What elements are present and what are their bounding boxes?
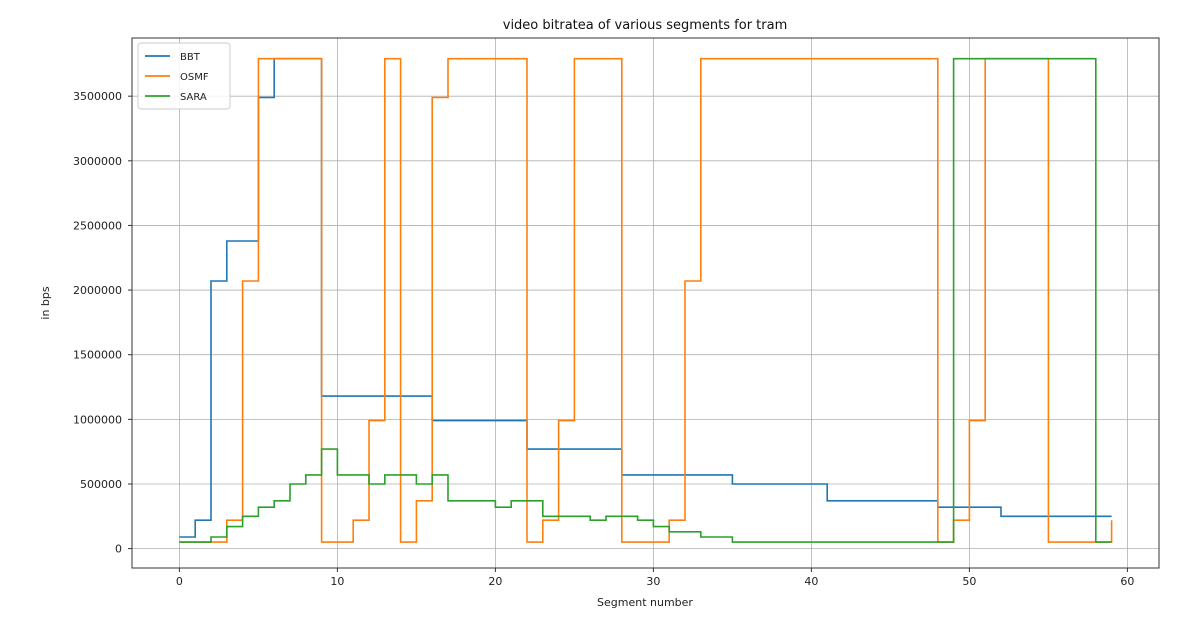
legend-box [137,42,231,110]
ticks: 0 10 20 30 40 50 60 0 500000 1000000 1500000 200000… [73,90,1134,588]
plot-series [179,57,1113,543]
plot-frame [131,37,1160,569]
legend-label-bbt: BBT [180,52,201,63]
y-tick-label: 0 [115,543,122,556]
x-tick-label: 50 [962,575,976,588]
x-tick-label: 40 [804,575,818,588]
legend: BBT OSMF SARA [137,42,231,110]
x-tick-label: 20 [488,575,502,588]
x-tick-label: 60 [1120,575,1134,588]
x-tick-label: 10 [330,575,344,588]
y-tick-label: 1500000 [73,349,122,362]
legend-label-osmf: OSMF [180,72,209,83]
series-line-sara [179,57,1112,543]
y-tick-label: 500000 [80,478,122,491]
x-tick-label: 0 [176,575,183,588]
y-tick-label: 2500000 [73,219,122,232]
y-tick-label: 3000000 [73,155,122,168]
y-tick-label: 3500000 [73,90,122,103]
y-tick-label: 2000000 [73,284,122,297]
x-axis-label: Segment number [597,596,693,609]
legend-label-sara: SARA [180,92,207,103]
y-tick-label: 1000000 [73,413,122,426]
chart-title: video bitratea of various segments for t… [503,18,788,33]
y-axis-label: in bps [39,286,52,319]
x-tick-label: 30 [646,575,660,588]
